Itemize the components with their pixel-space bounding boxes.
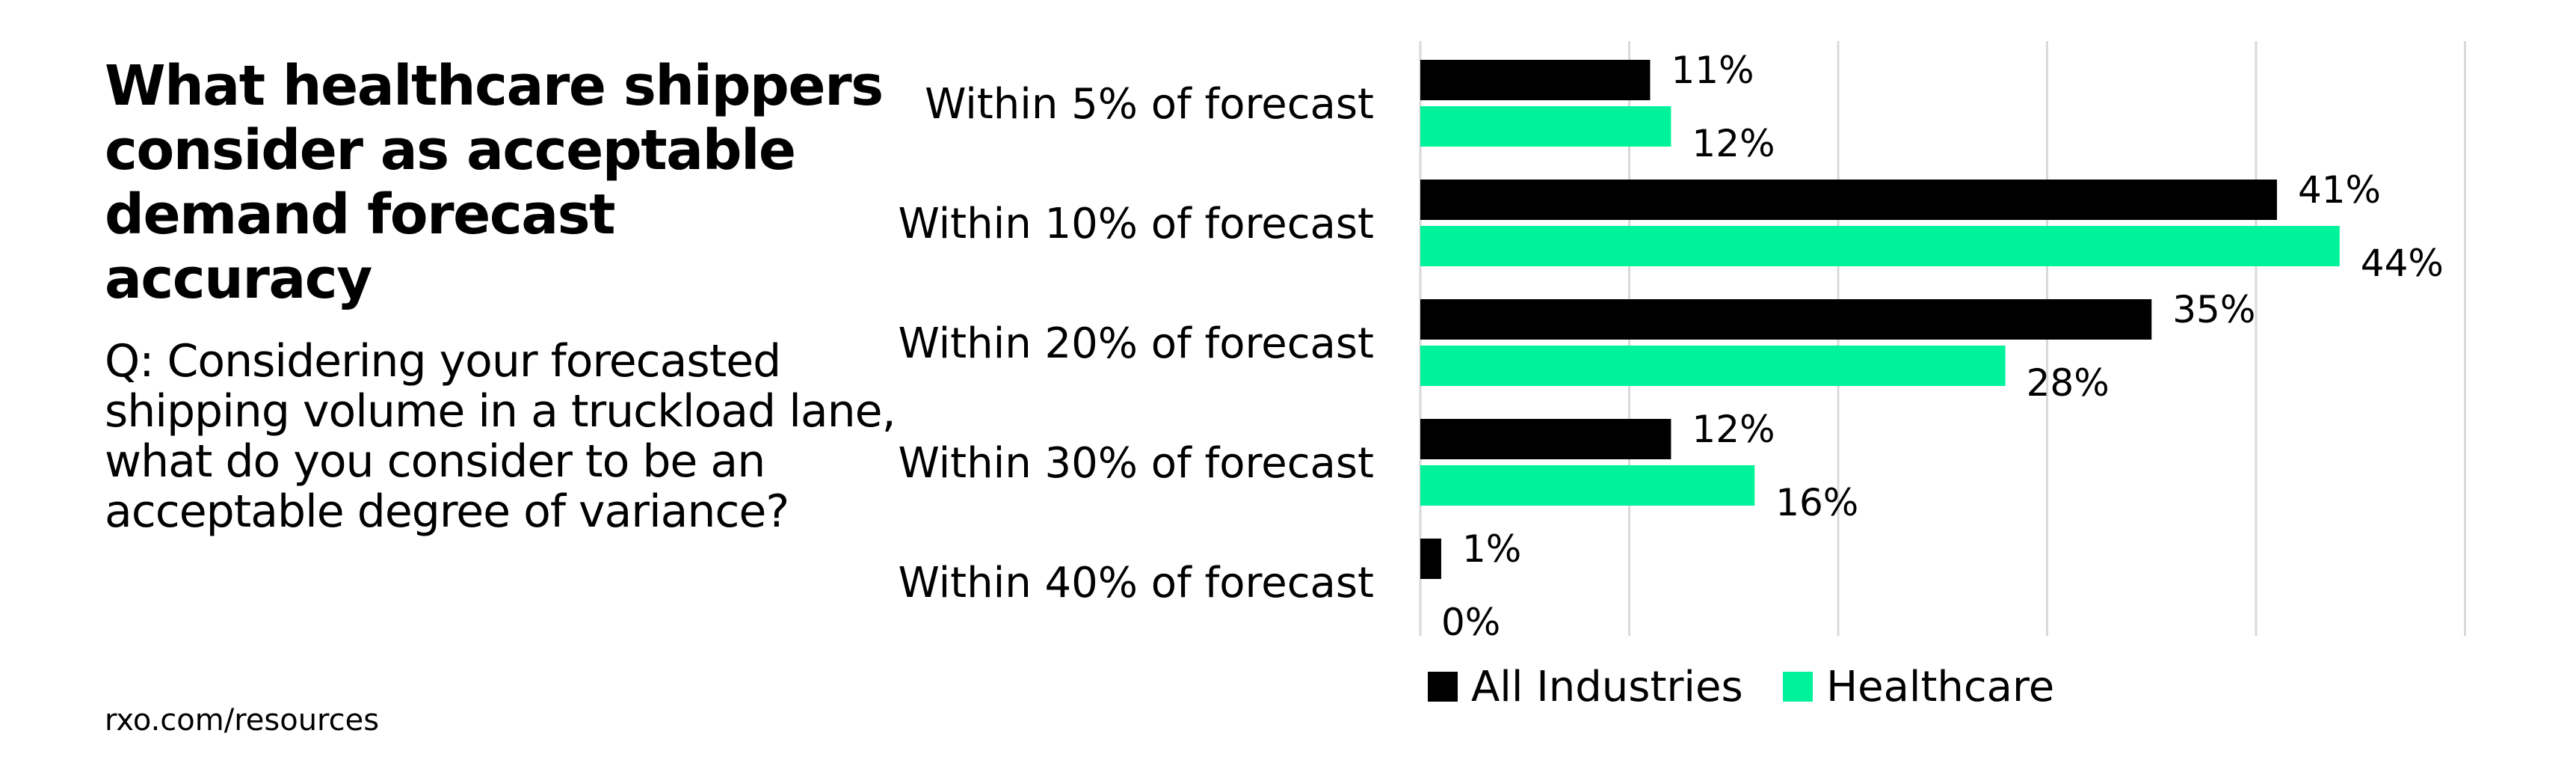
legend-label: All Industries: [1471, 663, 1743, 711]
bar: [1420, 539, 1441, 579]
heading-panel: What healthcare shippers consider as acc…: [105, 54, 897, 537]
data-label: 35%: [2172, 288, 2255, 331]
legend-swatch: [1428, 672, 1458, 702]
bar: [1420, 106, 1671, 147]
bar: [1420, 346, 2006, 386]
data-label: 11%: [1671, 49, 1754, 92]
category-label: Within 5% of forecast: [925, 80, 1374, 129]
data-label: 28%: [2027, 361, 2110, 405]
data-label: 44%: [2361, 242, 2444, 285]
data-label: 41%: [2298, 168, 2381, 212]
bar: [1420, 419, 1671, 459]
category-label: Within 20% of forecast: [898, 319, 1374, 368]
data-label: 16%: [1775, 481, 1858, 524]
bar: [1420, 299, 2152, 340]
data-label: 1%: [1462, 527, 1521, 571]
category-label: Within 30% of forecast: [898, 439, 1374, 488]
bar: [1420, 180, 2277, 220]
data-label: 12%: [1692, 408, 1775, 451]
bar: [1420, 60, 1651, 100]
bar: [1420, 465, 1755, 506]
survey-question: Q: Considering your forecasted shipping …: [105, 335, 896, 538]
data-label: 12%: [1692, 122, 1775, 165]
data-label: 0%: [1441, 601, 1500, 644]
category-label: Within 10% of forecast: [898, 200, 1374, 248]
legend-label: Healthcare: [1826, 663, 2054, 711]
category-label: Within 40% of forecast: [898, 559, 1374, 607]
chart-title: What healthcare shippers consider as acc…: [105, 54, 884, 311]
legend-swatch: [1783, 672, 1813, 702]
bar: [1420, 226, 2340, 266]
source-link: rxo.com/resources: [105, 703, 380, 738]
